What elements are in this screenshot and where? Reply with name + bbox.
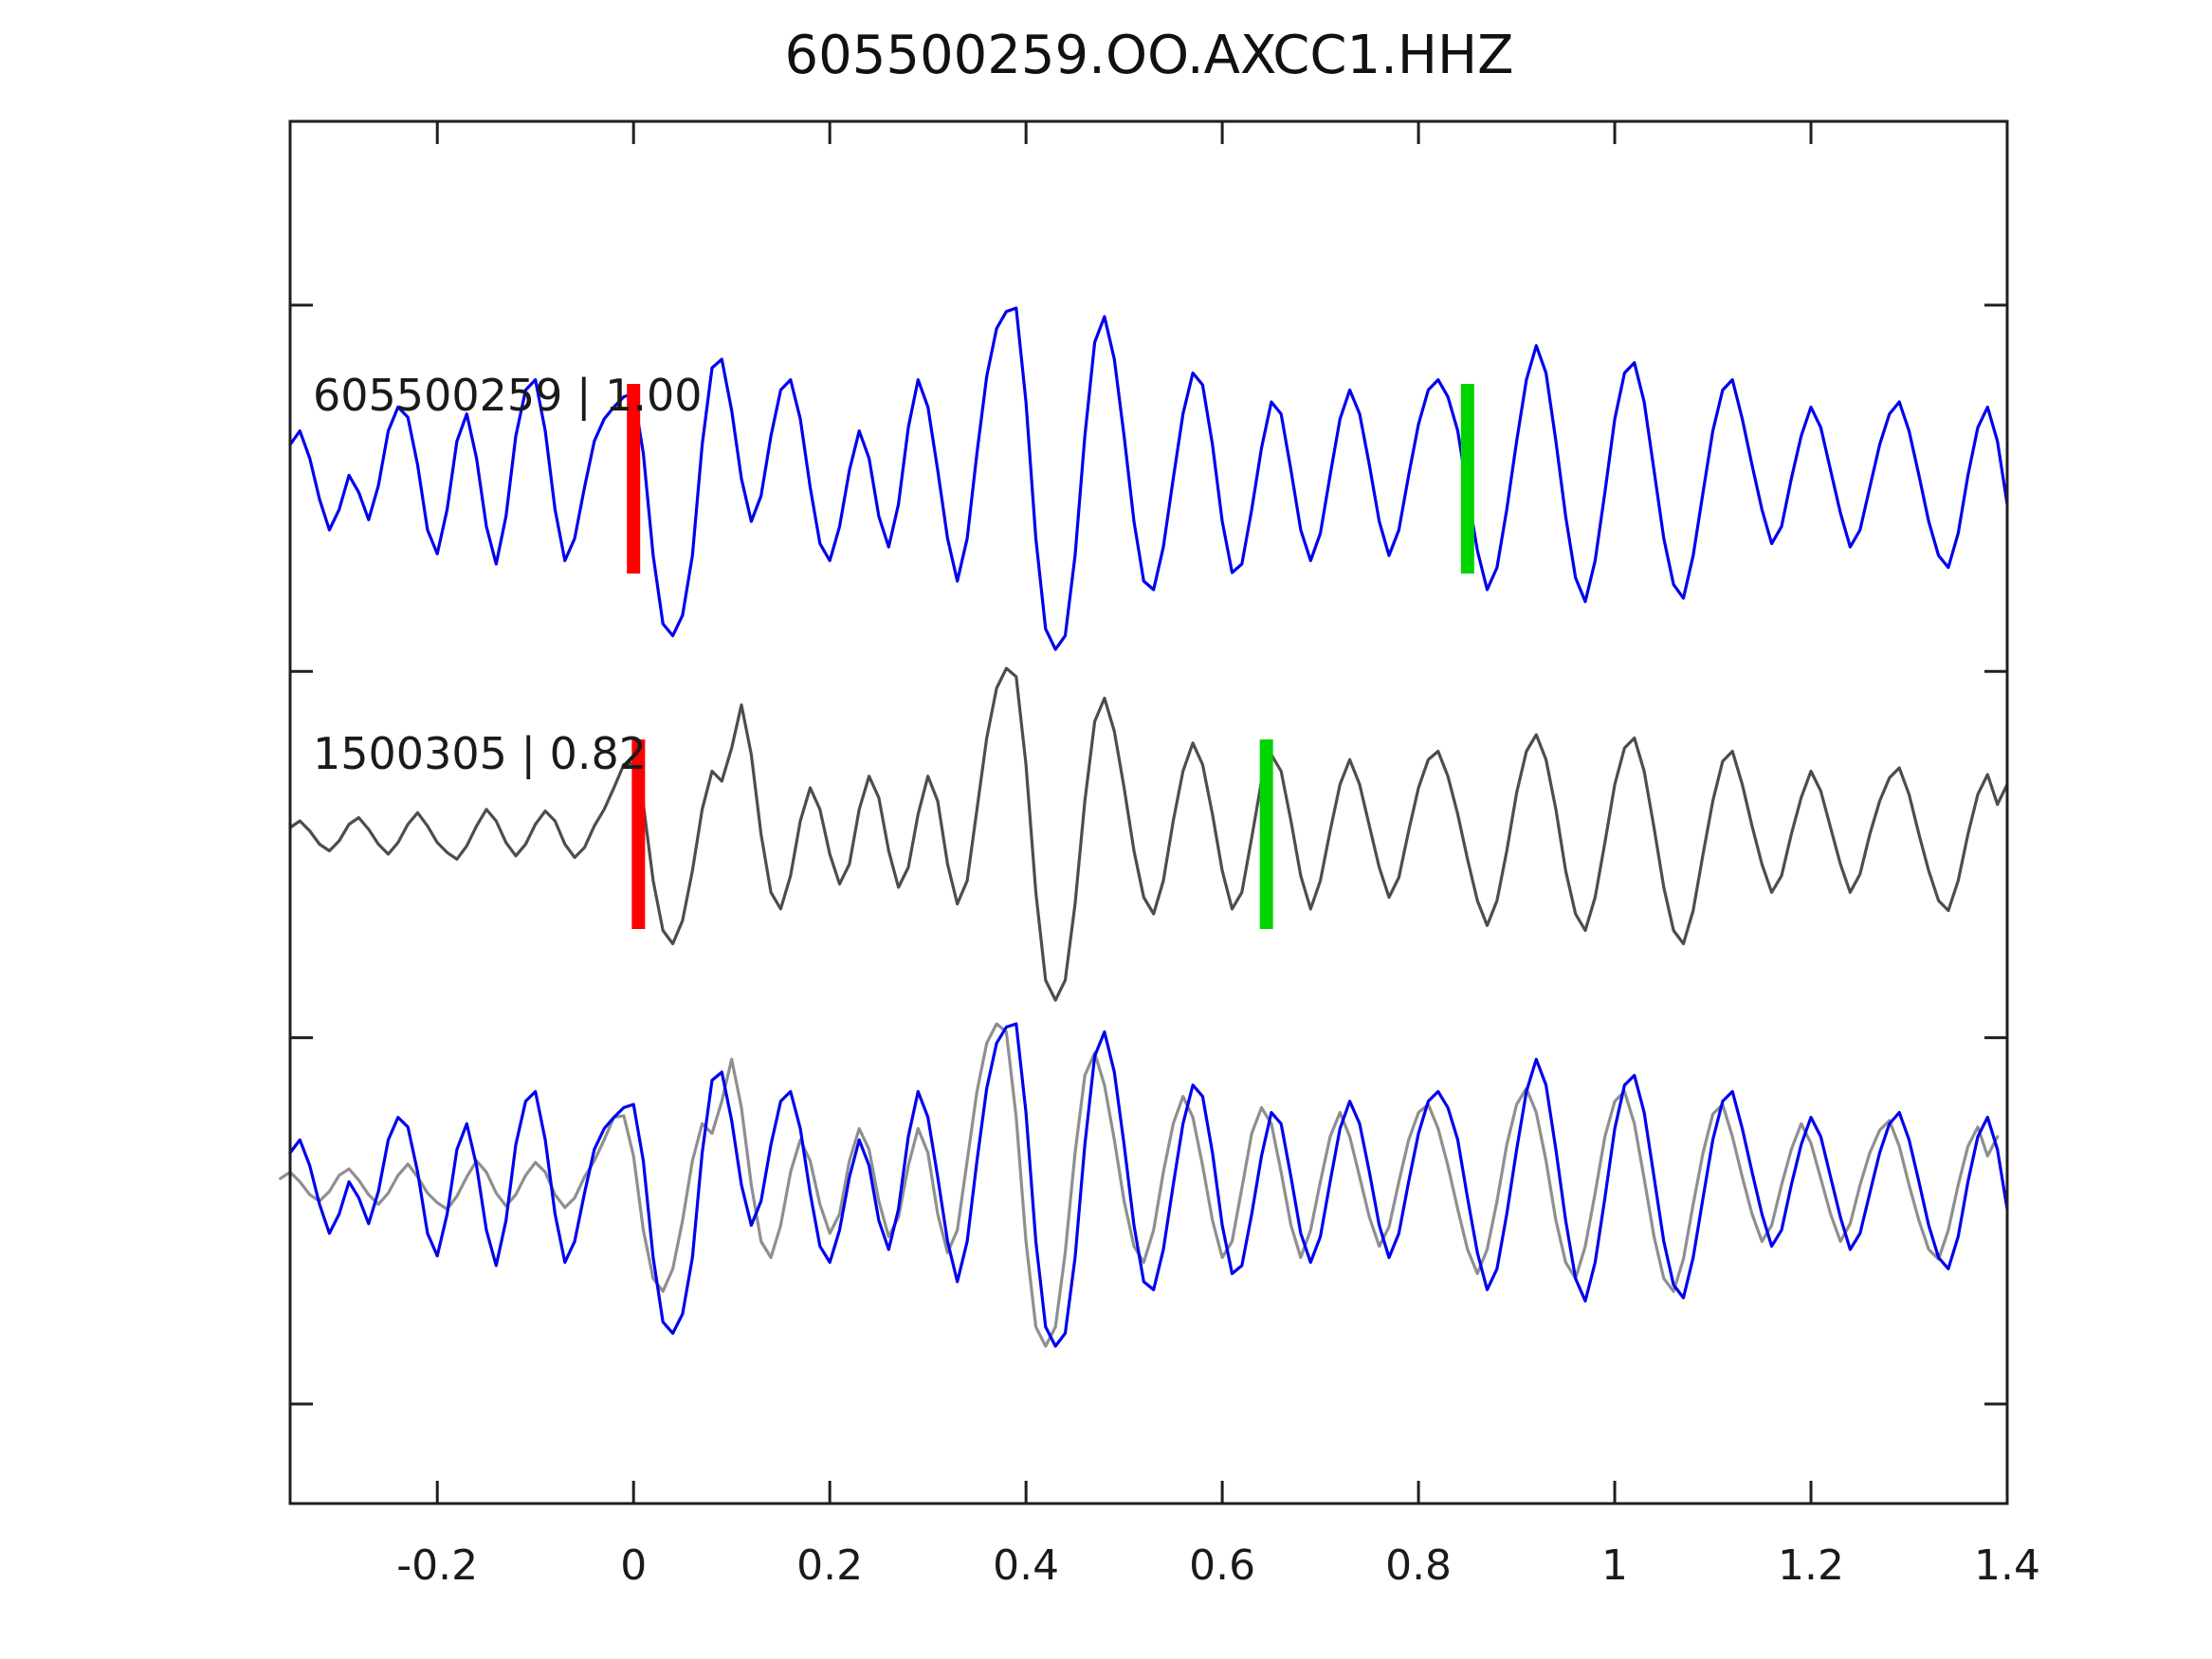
overlay-trace1-path (288, 1022, 2009, 1348)
x-tick-label-1.4: 1.4 (1974, 1541, 2040, 1590)
plot-frame (288, 119, 2009, 1505)
figure-title: 605500259.OO.AXCC1.HHZ (784, 25, 1514, 86)
x-tick-label-0: 0 (620, 1541, 647, 1590)
trace1-station-correlation-label: 605500259 | 1.00 (313, 370, 703, 421)
x-tick-label-0.4: 0.4 (993, 1541, 1059, 1590)
x-tick-label-0.6: 0.6 (1189, 1541, 1255, 1590)
x-tick-label-1.2: 1.2 (1778, 1541, 1844, 1590)
x-tick-label-1: 1 (1601, 1541, 1628, 1590)
x-tick-label-0.8: 0.8 (1385, 1541, 1452, 1590)
trace2-station-correlation-label: 1500305 | 0.82 (313, 728, 648, 779)
trace-1500305-path (288, 666, 2009, 1002)
x-tick-label--0.2: -0.2 (396, 1541, 478, 1590)
x-tick-label-0.2: 0.2 (796, 1541, 863, 1590)
overlay-trace2-path (279, 1022, 2000, 1348)
trace-605500259-path (288, 306, 2009, 651)
